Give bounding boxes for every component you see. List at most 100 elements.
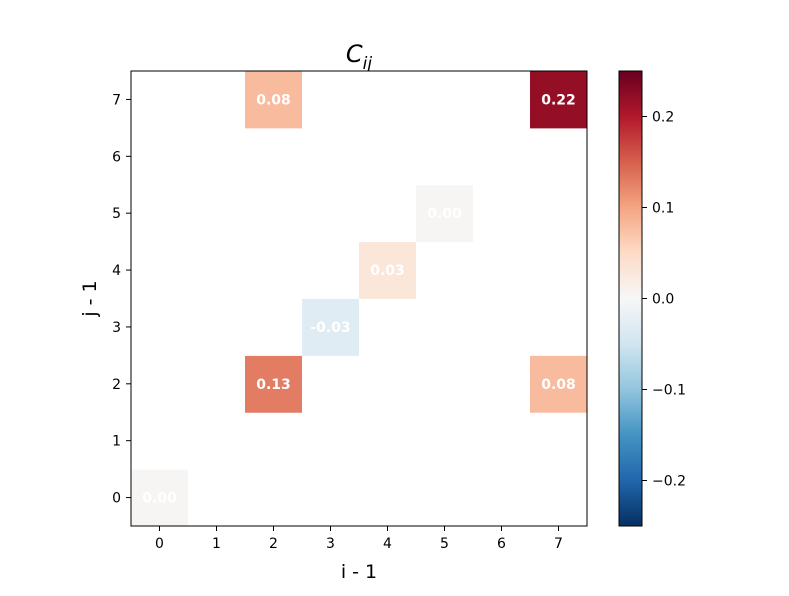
heatmap-cell <box>245 298 303 356</box>
x-tick-label: 0 <box>155 536 164 552</box>
heatmap-cell <box>131 469 189 527</box>
cell-value-label: 0.00 <box>199 92 234 108</box>
cell-value-label: 0.00 <box>541 263 576 279</box>
heatmap-cell <box>245 127 303 186</box>
cell-value-label: 0.00 <box>370 206 405 222</box>
x-tick-label: 6 <box>497 536 506 552</box>
heatmap-cell <box>245 355 303 413</box>
cell-value-label: 0.00 <box>142 206 177 222</box>
heatmap-cell <box>530 184 588 243</box>
heatmap-cell <box>359 127 417 186</box>
x-tick-label: 1 <box>212 536 221 552</box>
cell-value-label: 0.00 <box>370 320 405 336</box>
heatmap-cell <box>302 184 360 243</box>
heatmap-cell <box>359 469 417 527</box>
cell-value-label: 0.00 <box>256 434 291 450</box>
cell-value-label: 0.00 <box>199 206 234 222</box>
cell-value-label: 0.00 <box>484 263 519 279</box>
heatmap-cell <box>302 412 360 470</box>
heatmap-cell <box>359 184 417 243</box>
heatmap-cell <box>188 298 246 356</box>
x-tick-label: 5 <box>440 536 449 552</box>
cell-value-label: 0.00 <box>427 491 462 507</box>
cell-value-label: 0.00 <box>541 206 576 222</box>
heatmap-cell <box>530 298 588 356</box>
heatmap-cell <box>188 184 246 243</box>
y-tick-label: 7 <box>112 92 121 108</box>
heatmap-cell <box>131 71 189 129</box>
cell-value-label: 0.00 <box>142 320 177 336</box>
heatmap-cell <box>245 412 303 470</box>
colorbar-tick-label: 0.2 <box>652 110 674 126</box>
cell-value-label: 0.00 <box>142 149 177 165</box>
heatmap-cell <box>416 469 474 527</box>
heatmap-cell <box>131 241 189 299</box>
heatmap-cell <box>131 412 189 470</box>
cell-value-label: 0.00 <box>484 491 519 507</box>
cell-value-label: 0.00 <box>142 434 177 450</box>
cell-value-label: 0.00 <box>256 263 291 279</box>
cell-value-label: 0.00 <box>256 320 291 336</box>
heatmap-cell <box>245 469 303 527</box>
cell-value-label: 0.00 <box>484 377 519 393</box>
heatmap-cell-labels: 0.00 0.00 0.00 0.00 0.00 0.00 0.00 0.00 0.00 0.00… <box>142 92 576 506</box>
heatmap-cell <box>302 355 360 413</box>
heatmap-cell <box>188 127 246 186</box>
colorbar-ticks: −0.2 −0.1 0.0 0.1 0.2 <box>642 110 686 490</box>
heatmap-cell <box>473 412 531 470</box>
y-tick-label: 0 <box>112 491 121 507</box>
cell-value-label: 0.03 <box>370 263 405 279</box>
heatmap-cell <box>530 71 588 129</box>
y-tick-label: 6 <box>112 149 121 165</box>
y-tick-label: 4 <box>112 263 121 279</box>
heatmap-cell <box>245 71 303 129</box>
cell-value-label: 0.00 <box>142 92 177 108</box>
colorbar <box>618 70 643 527</box>
y-tick-label: 5 <box>112 206 121 222</box>
cell-value-label: 0.00 <box>256 149 291 165</box>
cell-value-label: 0.00 <box>199 263 234 279</box>
cell-value-label: 0.13 <box>256 377 291 393</box>
x-tick-label: 2 <box>269 536 278 552</box>
heatmap-cell <box>302 71 360 129</box>
cell-value-label: 0.00 <box>199 320 234 336</box>
cell-value-label: 0.00 <box>313 149 348 165</box>
cell-value-label: 0.00 <box>484 92 519 108</box>
cell-value-label: 0.00 <box>313 92 348 108</box>
heatmap-cell <box>530 469 588 527</box>
heatmap-cell <box>473 355 531 413</box>
cell-value-label: 0.00 <box>142 491 177 507</box>
colorbar-tick-label: 0.0 <box>652 292 674 308</box>
heatmap-cell <box>530 412 588 470</box>
cell-value-label: 0.00 <box>370 149 405 165</box>
cell-value-label: 0.00 <box>370 491 405 507</box>
cell-value-label: 0.00 <box>199 149 234 165</box>
heatmap-cell <box>416 184 474 243</box>
heatmap-cell <box>131 127 189 186</box>
cell-value-label: 0.00 <box>142 377 177 393</box>
cell-value-label: 0.00 <box>427 377 462 393</box>
cell-value-label: 0.00 <box>427 206 462 222</box>
heatmap-cell <box>473 184 531 243</box>
heatmap-cell <box>188 412 246 470</box>
heatmap-cell <box>359 298 417 356</box>
heatmap-cell <box>245 184 303 243</box>
heatmap-cell <box>359 412 417 470</box>
cell-value-label: 0.00 <box>541 434 576 450</box>
heatmap-cells <box>131 71 588 527</box>
heatmap-cell <box>473 127 531 186</box>
cell-value-label: 0.00 <box>427 92 462 108</box>
cell-value-label: 0.00 <box>313 377 348 393</box>
heatmap-cell <box>302 241 360 299</box>
heatmap-cell <box>473 71 531 129</box>
heatmap-cell <box>359 241 417 299</box>
chart-title-main: C <box>346 40 363 68</box>
cell-value-label: 0.00 <box>313 491 348 507</box>
cell-value-label: 0.00 <box>484 149 519 165</box>
colorbar-tick-label: −0.1 <box>652 383 686 399</box>
cell-value-label: 0.00 <box>313 263 348 279</box>
chart-title-subscript: ij <box>363 54 373 74</box>
x-tick-label: 4 <box>383 536 392 552</box>
heatmap-cell <box>359 355 417 413</box>
